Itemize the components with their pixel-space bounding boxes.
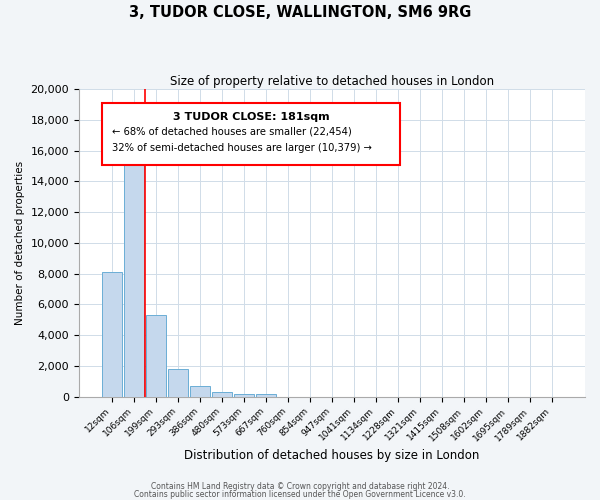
Bar: [256, 394, 276, 396]
Bar: [234, 394, 254, 396]
Bar: [124, 143, 144, 397]
Text: ← 68% of detached houses are smaller (22,454): ← 68% of detached houses are smaller (22…: [112, 126, 352, 136]
Text: Contains public sector information licensed under the Open Government Licence v3: Contains public sector information licen…: [134, 490, 466, 499]
Bar: [146, 315, 166, 396]
Bar: [168, 369, 188, 396]
Text: 3, TUDOR CLOSE, WALLINGTON, SM6 9RG: 3, TUDOR CLOSE, WALLINGTON, SM6 9RG: [129, 5, 471, 20]
FancyBboxPatch shape: [101, 103, 400, 164]
Bar: [102, 272, 122, 396]
Text: 32% of semi-detached houses are larger (10,379) →: 32% of semi-detached houses are larger (…: [112, 143, 371, 153]
Bar: [190, 386, 210, 396]
Y-axis label: Number of detached properties: Number of detached properties: [15, 161, 25, 325]
Bar: [212, 392, 232, 396]
X-axis label: Distribution of detached houses by size in London: Distribution of detached houses by size …: [184, 450, 479, 462]
Title: Size of property relative to detached houses in London: Size of property relative to detached ho…: [170, 75, 494, 88]
Text: Contains HM Land Registry data © Crown copyright and database right 2024.: Contains HM Land Registry data © Crown c…: [151, 482, 449, 491]
Text: 3 TUDOR CLOSE: 181sqm: 3 TUDOR CLOSE: 181sqm: [173, 112, 329, 122]
